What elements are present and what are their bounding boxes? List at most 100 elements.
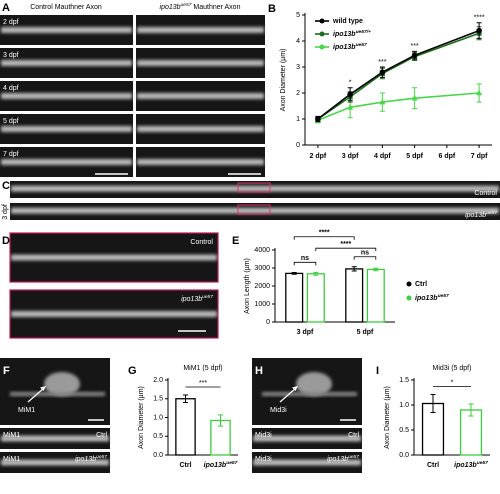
significance: *** — [378, 59, 386, 66]
x-tick-label: Ctrl — [427, 462, 439, 469]
panel-label: A — [2, 2, 10, 14]
panel-label: G — [128, 365, 137, 377]
micrograph-axon — [1, 459, 109, 466]
x-tick-label-gene: ipo13b — [204, 462, 227, 469]
x-tick-label-gene: ipo13b — [454, 462, 477, 469]
significance: ns — [361, 250, 369, 257]
error-bar — [468, 403, 474, 417]
bar — [306, 273, 325, 323]
x-tick-label: 3 dpf — [297, 329, 314, 336]
y-tick-label: 2000 — [254, 283, 270, 290]
arrow-label: Mid3i — [270, 407, 287, 414]
micrograph-axon — [11, 207, 499, 214]
row-label: 7 dpf — [3, 151, 19, 158]
micrograph-axon — [1, 93, 132, 99]
y-tick-label: 0.5 — [153, 433, 163, 440]
y-tick-label: 4 — [296, 38, 300, 45]
micrograph-axon — [137, 60, 264, 66]
strip-label: ipo13bue57 — [75, 454, 107, 463]
y-axis-label: Axon Length (µm) — [244, 258, 251, 314]
error-bar — [218, 414, 223, 427]
column-header: ipo13bue57 Mauthner Axon — [160, 2, 241, 11]
inset-box — [237, 182, 271, 193]
micrograph-axon — [137, 27, 264, 33]
bar — [345, 268, 364, 323]
legend-label: ipo13bue57 — [333, 42, 367, 51]
y-tick-label: 1.5 — [399, 377, 409, 384]
y-tick-label: 5 — [296, 12, 300, 19]
x-tick-label: ipo13bue57 — [204, 460, 238, 469]
y-tick-label: 0.0 — [153, 452, 163, 459]
legend-marker — [406, 281, 412, 287]
y-tick-label: 0 — [266, 319, 270, 326]
significance: **** — [319, 230, 330, 237]
legend-label-gene: ipo13b — [333, 44, 356, 51]
significance: * — [349, 80, 352, 87]
image-label: Control — [190, 239, 213, 246]
micrograph-axon — [11, 185, 499, 192]
bracket — [293, 261, 317, 266]
bracket — [293, 236, 355, 240]
panel-label: D — [2, 235, 10, 247]
legend-marker — [319, 44, 325, 50]
bar — [366, 268, 385, 323]
micrograph-axon — [1, 126, 132, 132]
row-label: 5 dpf — [3, 118, 19, 125]
y-axis-label: Axon Diameter (µm) — [280, 49, 287, 112]
panel-label: H — [255, 365, 263, 377]
legend-label: ipo13bue57/+ — [333, 29, 371, 38]
x-tick-label: 4 dpf — [374, 153, 391, 160]
marker — [411, 94, 418, 101]
row-label: 4 dpf — [3, 85, 19, 92]
dendrite — [262, 392, 357, 396]
legend-label-gene: ipo13b — [415, 295, 438, 302]
column-header-suffix: Mauthner Axon — [191, 4, 240, 11]
inset-box — [237, 204, 271, 215]
series-line — [317, 92, 480, 122]
x-tick-label: 7 dpf — [471, 153, 488, 160]
micrograph-axon — [137, 126, 264, 132]
stage-label: 3 dpf — [2, 204, 9, 220]
strip-label-sup: ue57 — [96, 454, 107, 460]
error-bar — [351, 266, 357, 272]
chart-title: MiM1 (5 dpf) — [183, 365, 222, 372]
image-label-gene: ipo13b — [465, 212, 486, 219]
panel-label: E — [232, 235, 239, 247]
y-tick-label: 0.0 — [399, 452, 409, 459]
bar — [459, 409, 483, 456]
strip-label: Mid3i — [255, 432, 272, 439]
marker — [347, 104, 354, 110]
legend-marker — [319, 18, 325, 24]
significance: *** — [411, 43, 419, 50]
x-tick-label: Ctrl — [179, 462, 191, 469]
arrow-label: MiM1 — [18, 407, 35, 414]
legend-label: Ctrl — [415, 281, 427, 288]
image-label-gene: ipo13b — [181, 296, 202, 303]
error-bar — [430, 394, 436, 413]
dendrite — [10, 392, 105, 396]
legend-label-gene: ipo13b — [333, 31, 356, 38]
significance: * — [451, 379, 454, 386]
significance: **** — [474, 15, 485, 22]
row-label: 2 dpf — [3, 19, 19, 26]
strip-label: Ctrl — [96, 432, 107, 439]
legend-label: ipo13bue57 — [415, 293, 449, 302]
y-tick-label: 3000 — [254, 265, 270, 272]
image-label: Control — [474, 190, 497, 197]
error-bar — [313, 271, 319, 276]
marker — [476, 89, 483, 96]
bar — [285, 272, 304, 323]
significance: **** — [340, 241, 351, 248]
legend-label-sup: ue57/+ — [356, 29, 372, 35]
panel-label: F — [3, 365, 10, 377]
image-label-sup: ue57 — [202, 294, 213, 300]
arrow — [27, 387, 45, 403]
strip-label: Ctrl — [348, 432, 359, 439]
image-label: ipo13bue57 — [465, 210, 497, 219]
legend-label-sup: ue57 — [356, 42, 367, 48]
x-tick-label: 2 dpf — [310, 153, 327, 160]
marker — [379, 98, 386, 105]
marker — [347, 91, 353, 98]
arrow-head — [292, 386, 298, 391]
